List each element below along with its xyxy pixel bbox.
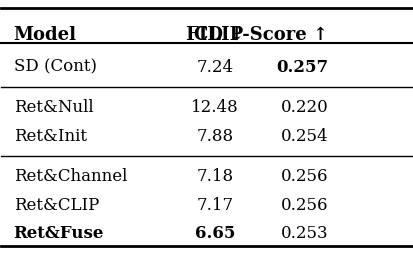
Text: Ret&CLIP: Ret&CLIP: [14, 197, 99, 214]
Text: 7.17: 7.17: [196, 197, 233, 214]
Text: 0.254: 0.254: [280, 128, 328, 145]
Text: 0.256: 0.256: [280, 168, 328, 185]
Text: 0.256: 0.256: [280, 197, 328, 214]
Text: Ret&Fuse: Ret&Fuse: [14, 225, 104, 242]
Text: Model: Model: [14, 26, 76, 44]
Text: 0.257: 0.257: [275, 59, 328, 76]
Text: 6.65: 6.65: [195, 225, 235, 242]
Text: 7.18: 7.18: [196, 168, 233, 185]
Text: Ret&Channel: Ret&Channel: [14, 168, 127, 185]
Text: CLIP-Score ↑: CLIP-Score ↑: [194, 26, 328, 44]
Text: Ret&Null: Ret&Null: [14, 99, 93, 116]
Text: 7.24: 7.24: [196, 59, 233, 76]
Text: Ret&Init: Ret&Init: [14, 128, 86, 145]
Text: 7.88: 7.88: [196, 128, 233, 145]
Text: 0.253: 0.253: [280, 225, 328, 242]
Text: SD (Cont): SD (Cont): [14, 59, 97, 76]
Text: 12.48: 12.48: [191, 99, 239, 116]
Text: FID ↓: FID ↓: [185, 26, 244, 44]
Text: 0.220: 0.220: [280, 99, 328, 116]
